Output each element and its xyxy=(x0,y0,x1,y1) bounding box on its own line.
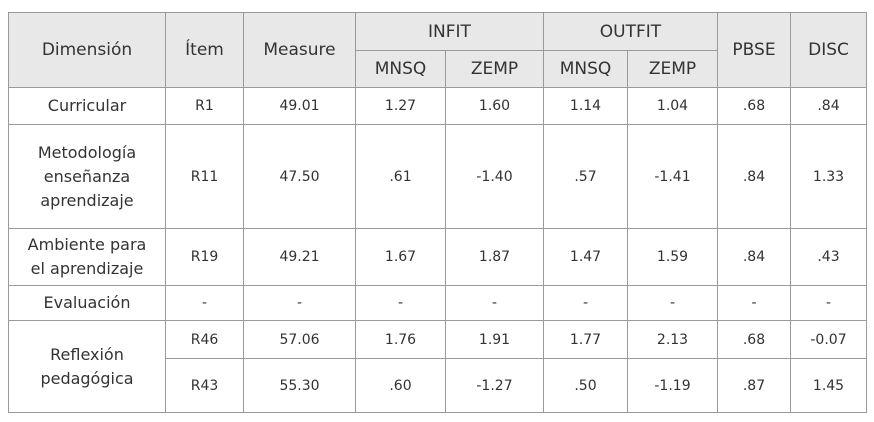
item-cell: R11 xyxy=(165,124,244,229)
value-cell: .57 xyxy=(543,124,628,229)
value-cell: .43 xyxy=(790,228,867,286)
value-cell: 1.76 xyxy=(355,320,446,359)
value-cell: - xyxy=(243,285,356,321)
value-cell: .84 xyxy=(790,87,867,125)
value-cell: .60 xyxy=(355,358,446,413)
header-cell: Measure xyxy=(243,12,356,88)
dimension-cell: Curricular xyxy=(8,87,166,125)
value-cell: 55.30 xyxy=(243,358,356,413)
table-row: R43 55.30.60 -1.27.50 -1.19.87 1.45 xyxy=(9,358,867,413)
header-cell: OUTFIT xyxy=(543,12,718,51)
value-cell: 1.47 xyxy=(543,228,628,286)
value-cell: 1.45 xyxy=(790,358,867,413)
table-row: Reflexión pedagógica R46 57.06 1.76 1.91 1.77… xyxy=(8,320,867,413)
value-cell: 1.91 xyxy=(445,320,544,359)
header-cell: DISC xyxy=(790,12,867,88)
header-cell: ZEMP xyxy=(627,50,718,88)
value-cell: 47.50 xyxy=(243,124,356,229)
value-cell: - xyxy=(355,285,446,321)
value-cell: 2.13 xyxy=(627,320,718,359)
table-row: Curricular R1 49.01 1.27 1.60 1.14 1.04.68.84 xyxy=(8,87,867,125)
dimension-cell: Metodología enseñanza aprendizaje xyxy=(8,124,166,229)
header-cell: Ítem xyxy=(165,12,244,88)
item-cell: R46 xyxy=(165,320,244,359)
value-cell: 1.77 xyxy=(543,320,628,359)
dimension-cell: Reflexión pedagógica xyxy=(8,320,166,413)
value-cell: -1.27 xyxy=(445,358,544,413)
table-row: Ambiente para el aprendizaje R19 49.21 1.67… xyxy=(8,228,867,286)
value-cell: 1.59 xyxy=(627,228,718,286)
value-cell: 49.01 xyxy=(243,87,356,125)
header-cell: MNSQ xyxy=(355,50,446,88)
header-cell: PBSE xyxy=(717,12,791,88)
value-cell: 1.60 xyxy=(445,87,544,125)
dimension-cell: Evaluación xyxy=(8,285,166,321)
value-cell: .50 xyxy=(543,358,628,413)
header-cell: INFIT xyxy=(355,12,544,51)
value-cell: .61 xyxy=(355,124,446,229)
value-cell: .68 xyxy=(717,87,791,125)
item-cell: R43 xyxy=(165,358,244,413)
value-cell: .68 xyxy=(717,320,791,359)
header-cell: Dimensión xyxy=(8,12,166,88)
value-cell: .84 xyxy=(717,228,791,286)
table-row: Metodología enseñanza aprendizaje R11 47.5… xyxy=(8,124,867,229)
value-cell: -1.41 xyxy=(627,124,718,229)
value-cell: 57.06 xyxy=(243,320,356,359)
table-row: Evaluación - - - - - - - - xyxy=(8,285,867,321)
value-cell: - xyxy=(790,285,867,321)
value-cell: 49.21 xyxy=(243,228,356,286)
value-cell: -1.19 xyxy=(627,358,718,413)
value-cell: -0.07 xyxy=(790,320,867,359)
item-cell: R1 xyxy=(165,87,244,125)
value-cell: .84 xyxy=(717,124,791,229)
dimension-cell: Ambiente para el aprendizaje xyxy=(8,228,166,286)
value-cell: -1.40 xyxy=(445,124,544,229)
value-cell: 1.87 xyxy=(445,228,544,286)
value-cell: 1.67 xyxy=(355,228,446,286)
table-body: Curricular R1 49.01 1.27 1.60 1.14 1.04.68.84 M… xyxy=(8,87,867,413)
header-cell: ZEMP xyxy=(445,50,544,88)
item-cell: - xyxy=(165,285,244,321)
value-cell: - xyxy=(627,285,718,321)
value-cell: - xyxy=(543,285,628,321)
results-table: Dimensión Ítem Measure INFIT OUTFIT PBSE… xyxy=(8,12,867,413)
value-cell: 1.33 xyxy=(790,124,867,229)
value-cell: 1.04 xyxy=(627,87,718,125)
value-cell: .87 xyxy=(717,358,791,413)
value-cell: - xyxy=(445,285,544,321)
item-cell: R19 xyxy=(165,228,244,286)
value-cell: - xyxy=(717,285,791,321)
value-cell: 1.27 xyxy=(355,87,446,125)
header-cell: MNSQ xyxy=(543,50,628,88)
value-cell: 1.14 xyxy=(543,87,628,125)
